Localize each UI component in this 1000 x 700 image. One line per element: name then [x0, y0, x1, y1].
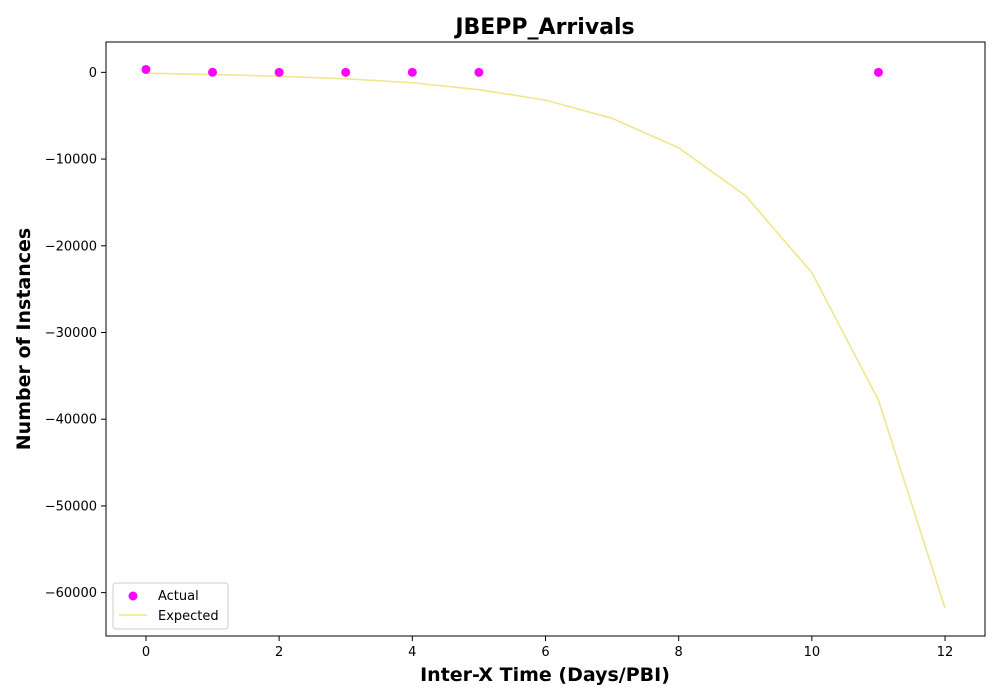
chart-title: JBEPP_Arrivals: [453, 15, 634, 40]
actual-point: [407, 67, 417, 77]
x-tick-label: 2: [275, 645, 283, 660]
plot-area: 0 2 4 6 8 10 12 0 −10000 −20000 −30000 −40000 −5000…: [45, 41, 986, 660]
actual-point: [141, 64, 151, 74]
legend-expected-label: Expected: [158, 609, 219, 624]
y-axis-ticks: 0 −10000 −20000 −30000 −40000 −50000 −60000: [45, 66, 106, 601]
y-tick-label: −60000: [45, 586, 97, 601]
y-tick-label: −10000: [45, 153, 97, 168]
y-axis-label: Number of Instances: [13, 228, 35, 450]
x-tick-label: 0: [142, 645, 150, 660]
x-axis-ticks: 0 2 4 6 8 10 12: [142, 636, 954, 660]
x-tick-label: 6: [541, 645, 549, 660]
legend-actual-marker: [128, 591, 138, 601]
y-tick-label: −20000: [45, 239, 97, 254]
x-axis-label: Inter-X Time (Days/PBI): [420, 664, 670, 686]
plot-frame: [105, 41, 986, 637]
legend: Actual Expected: [112, 582, 229, 630]
y-tick-label: 0: [89, 66, 97, 81]
actual-point: [873, 67, 883, 77]
plot-background: [106, 42, 985, 636]
x-tick-label: 4: [408, 645, 416, 660]
y-tick-label: −30000: [45, 326, 97, 341]
y-tick-label: −50000: [45, 499, 97, 514]
x-tick-label: 8: [675, 645, 683, 660]
y-tick-label: −40000: [45, 413, 97, 428]
x-tick-label: 10: [804, 645, 821, 660]
series-layer: [141, 64, 946, 609]
legend-actual-label: Actual: [158, 589, 199, 604]
actual-point: [474, 67, 484, 77]
actual-point: [274, 67, 284, 77]
actual-point: [208, 67, 218, 77]
legend-box: [112, 582, 229, 630]
x-tick-label: 12: [937, 645, 954, 660]
actual-point: [341, 67, 351, 77]
